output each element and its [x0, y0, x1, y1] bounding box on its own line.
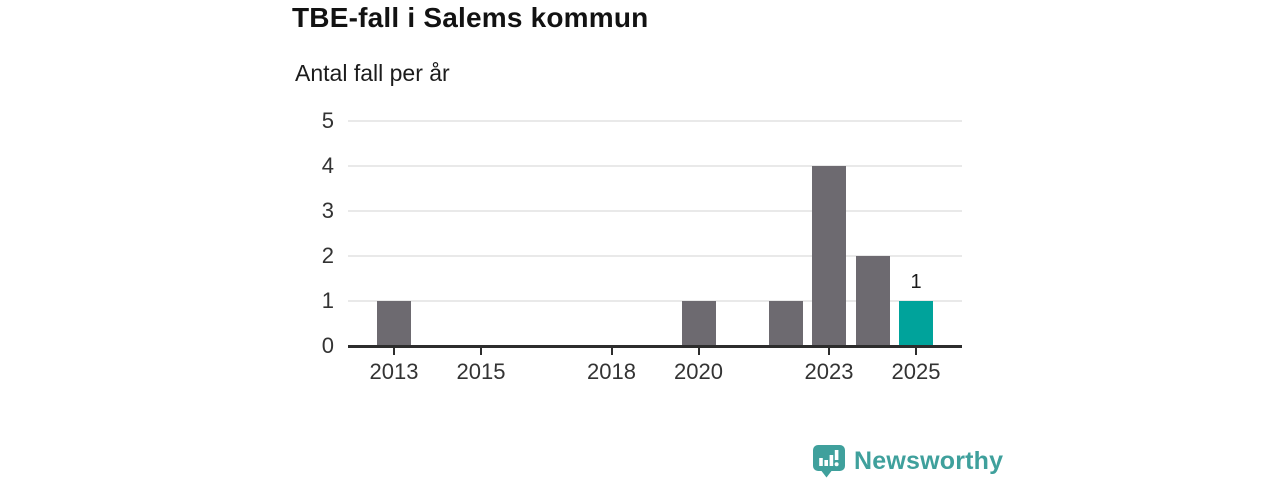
x-tick-label: 2013 [369, 359, 419, 384]
y-tick-label: 5 [321, 108, 334, 133]
chart-title: TBE-fall i Salems kommun [292, 2, 649, 33]
y-tick-label: 4 [321, 153, 334, 178]
x-tick-label: 2023 [804, 359, 854, 384]
y-tick-label: 2 [321, 243, 334, 268]
highlight-value-label: 1 [910, 271, 922, 293]
y-tick-label: 0 [321, 333, 334, 358]
bar-2022 [768, 301, 803, 346]
x-tick-label: 2018 [587, 359, 636, 384]
newsworthy-logo-text: Newsworthy [854, 446, 1004, 475]
bar-2024 [855, 256, 890, 346]
bar-2020 [681, 301, 716, 346]
x-tick-mark [393, 347, 395, 355]
x-tick-mark [697, 347, 700, 355]
y-tick-label: 3 [321, 198, 334, 223]
gridline [348, 120, 962, 122]
x-tick-label: 2020 [674, 359, 723, 384]
x-axis-line [348, 345, 962, 348]
gridline [348, 255, 962, 257]
x-tick-mark [480, 347, 482, 355]
x-tick-label: 2025 [891, 359, 941, 384]
x-tick-mark [828, 347, 830, 355]
bar-2013 [377, 301, 411, 346]
gridline [348, 300, 962, 302]
y-tick-label: 1 [321, 288, 334, 313]
bar-2023 [812, 166, 846, 346]
chart-subtitle: Antal fall per år [295, 60, 450, 86]
bar-chart-speech-bubble-icon [813, 445, 845, 478]
bar-2025 [899, 301, 933, 346]
plot-area [348, 120, 962, 348]
x-tick-label: 2015 [456, 359, 506, 384]
gridline [348, 165, 962, 167]
x-tick-mark [610, 347, 613, 355]
gridline [348, 210, 962, 212]
x-tick-mark [915, 347, 917, 355]
newsworthy-logo[interactable]: Newsworthy [812, 444, 1003, 478]
